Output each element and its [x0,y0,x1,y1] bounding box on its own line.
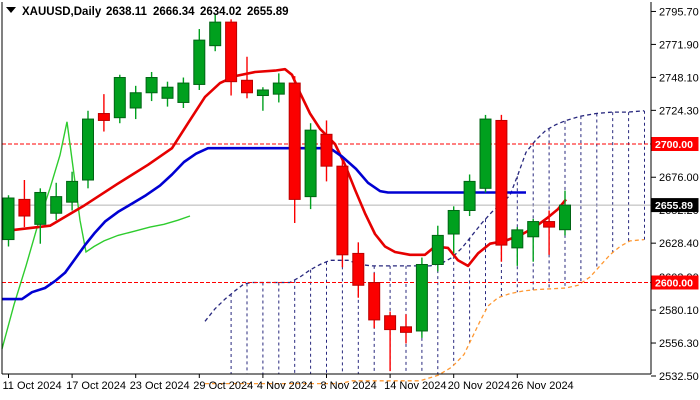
low-value: 2634.02 [200,6,242,18]
price-level-badge-label: 2700.00 [655,139,693,151]
candle-body-bull [145,77,158,94]
symbol-period-label: XAUUSD,Daily [22,6,102,18]
candle-body-bull [479,118,492,189]
date-tick-label: 4 Nov 2024 [257,380,313,392]
candle-body-bear [495,119,508,246]
candle-body-bear [368,282,381,321]
price-tick-label: 2748.10 [659,72,699,84]
candle-body-bull [527,221,540,238]
candle-body-bull [193,39,206,85]
candle-body-bull [50,196,63,214]
date-tick-label: 8 Nov 2024 [321,380,377,392]
date-tick-label: 17 Oct 2024 [66,380,126,392]
candle-body-bull [463,180,476,211]
kijun-sen-line [2,146,526,301]
candle-body-bear [97,113,110,121]
tenkan-sen-line [1,67,568,268]
date-tick-label: 14 Nov 2024 [384,380,446,392]
price-tick-label: 2795.70 [659,6,699,18]
candle-body-bear [18,198,31,217]
price-tick-label: 2556.30 [659,338,699,350]
candle-body-bull [129,92,142,109]
price-tick-label: 2628.40 [659,238,699,250]
candle-body-bull [415,263,428,332]
candle-body-bear [400,326,412,333]
date-tick-label: 20 Nov 2024 [448,380,510,392]
price-tick-label: 2532.50 [659,371,699,383]
current-price-badge-label: 2655.89 [655,200,693,212]
candle-body-bear [384,315,397,331]
candle-body-bear [288,82,301,200]
candle-body-bull [177,82,190,103]
candle-body-bull [113,77,126,119]
senkou-span-b-line [205,238,645,385]
plot-area: 2795.702771.902748.102724.302676.002652.… [1,2,699,392]
candle-body-bull [66,180,79,203]
date-tick-label: 26 Nov 2024 [511,380,573,392]
candle-body-bull [431,234,444,265]
price-tick-label: 2771.90 [659,39,699,51]
chikou-span-line [1,121,191,350]
price-level-badge-label: 2600.00 [655,278,693,290]
price-tick-label: 2676.00 [659,172,699,184]
date-tick-label: 29 Oct 2024 [193,380,253,392]
price-tick-label: 2724.30 [659,105,699,117]
date-tick-label: 23 Oct 2024 [130,380,190,392]
candle-body-bull [209,21,222,47]
candle-body-bull [559,204,571,231]
candle-body-bear [225,21,238,83]
current-price-badge [651,198,699,213]
symbol-marker-triangle-icon [6,7,16,13]
candle-body-bull [447,209,460,235]
candle-body-bear [543,221,556,228]
price-tick-label: 2580.10 [659,305,699,317]
chart-title: XAUUSD,Daily 2638.11 2666.34 2634.02 2655.89 [6,6,289,18]
candle-body-bear [320,133,333,167]
date-tick-label: 11 Oct 2024 [3,380,62,392]
candle-body-bull [2,197,15,241]
chart-title-text: XAUUSD,Daily 2638.11 2666.34 2634.02 2655.89 [22,6,289,18]
candle-body-bull [256,89,269,97]
open-value: 2638.11 [106,6,148,18]
candle-body-bull [304,129,317,198]
high-value: 2666.34 [153,6,195,18]
senkou-span-a-line [204,110,645,322]
candle-body-bull [272,82,285,95]
candle-body-bull [34,191,47,225]
candle-body-bear [336,165,349,256]
price-level-badge [651,137,699,151]
close-value: 2655.89 [247,6,289,18]
candle-body-bear [352,252,365,286]
candle-body-bull [82,118,94,181]
candle-body-bear [241,79,253,94]
candle-body-bull [511,229,524,249]
price-level-badge [651,275,699,290]
candle-body-bull [161,86,174,99]
